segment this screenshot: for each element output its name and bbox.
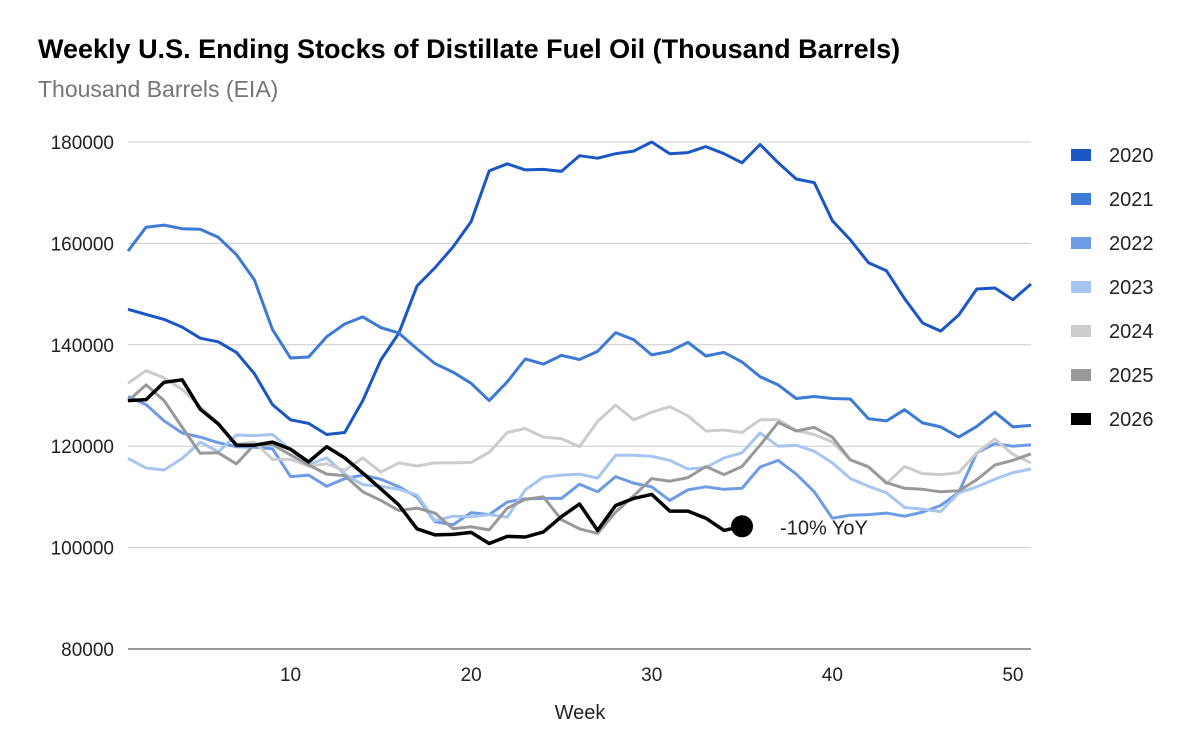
y-tick-label: 80000	[61, 640, 114, 661]
legend[interactable]: 2020 2021 2022 2023 2024 2025 2026	[1071, 145, 1154, 431]
legend-label-2026[interactable]: 2026	[1109, 409, 1154, 431]
y-tick-label: 180000	[51, 133, 114, 154]
legend-label-2023[interactable]: 2023	[1109, 277, 1154, 299]
y-tick-label: 100000	[51, 539, 114, 560]
y-tick-label: 120000	[51, 437, 114, 458]
y-axis-ticks: 80000 100000 120000 140000 160000 180000	[51, 133, 114, 661]
gridlines	[128, 141, 1031, 650]
x-tick-label: 30	[641, 665, 662, 686]
series-line-2023	[127, 431, 1032, 523]
legend-label-2024[interactable]: 2024	[1109, 321, 1154, 343]
annotation: -10% YoY	[731, 515, 868, 539]
legend-swatch-2026	[1071, 413, 1091, 425]
y-tick-label: 140000	[51, 336, 114, 357]
series-line-2020	[127, 140, 1032, 436]
x-tick-label: 20	[461, 665, 482, 686]
series-line-2025	[126, 383, 1032, 535]
legend-label-2025[interactable]: 2025	[1109, 365, 1154, 387]
legend-swatch-2024	[1071, 325, 1091, 337]
x-tick-label: 10	[280, 665, 301, 686]
x-tick-label: 50	[1002, 665, 1023, 686]
legend-swatch-2023	[1071, 281, 1091, 293]
x-axis-label: Week	[555, 702, 607, 724]
annotation-marker	[731, 515, 754, 538]
legend-swatch-2022	[1071, 237, 1091, 249]
annotation-label: -10% YoY	[780, 517, 868, 539]
x-axis-ticks: 10 20 30 40 50	[280, 665, 1024, 686]
legend-swatch-2020	[1071, 149, 1091, 161]
legend-swatch-2025	[1071, 369, 1091, 381]
y-tick-label: 160000	[51, 234, 114, 255]
series-line-2021	[126, 223, 1032, 439]
x-tick-label: 40	[822, 665, 843, 686]
legend-label-2021[interactable]: 2021	[1109, 189, 1154, 211]
legend-label-2020[interactable]: 2020	[1109, 145, 1154, 167]
series-line-2026	[127, 378, 743, 546]
series-lines	[126, 140, 1032, 546]
legend-label-2022[interactable]: 2022	[1109, 233, 1154, 255]
legend-swatch-2021	[1071, 193, 1091, 205]
chart-subtitle: Thousand Barrels (EIA)	[38, 76, 279, 102]
chart-title: Weekly U.S. Ending Stocks of Distillate …	[38, 34, 901, 64]
